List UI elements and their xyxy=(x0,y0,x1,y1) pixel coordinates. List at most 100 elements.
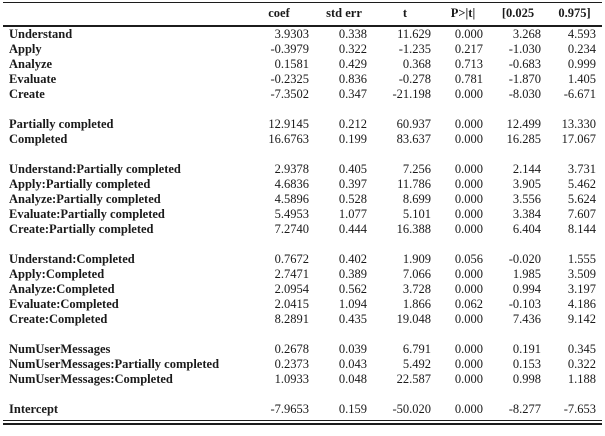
cell-value: -0.2325 xyxy=(270,72,309,86)
spacer-row xyxy=(3,147,602,162)
spacer-row xyxy=(3,327,602,342)
cell-value: 0.039 xyxy=(338,342,367,356)
cell-value: 9.142 xyxy=(567,312,596,326)
cell-value: 7.256 xyxy=(402,162,431,176)
cell-value: 17.067 xyxy=(561,132,596,146)
row-label: NumUserMessages:Partially completed xyxy=(9,357,220,371)
cell-value: 19.048 xyxy=(396,312,431,326)
cell-value: 1.985 xyxy=(512,267,541,281)
cell-value: 5.624 xyxy=(567,192,596,206)
cell-value: 0.338 xyxy=(338,27,367,41)
header-ci-lower: [0.025 xyxy=(501,6,535,20)
cell-value: 0.2373 xyxy=(274,357,309,371)
cell-value: -1.235 xyxy=(398,42,431,56)
cell-value: 1.866 xyxy=(402,297,431,311)
cell-value: 0.000 xyxy=(454,267,483,281)
cell-value: 0.043 xyxy=(338,357,367,371)
row-label: Evaluate:Completed xyxy=(9,297,119,311)
table-body: Understand 3.9303 0.338 11.629 0.000 3.268 4.5… xyxy=(3,26,602,417)
cell-value: 3.268 xyxy=(512,27,541,41)
cell-value: 0.781 xyxy=(454,72,483,86)
table-header: coef std err t P>|t| [0.025 0.975] xyxy=(3,3,602,27)
cell-value: 0.000 xyxy=(454,357,483,371)
cell-value: 0.000 xyxy=(454,132,483,146)
cell-value: 0.713 xyxy=(454,57,483,71)
table-row: Understand:Completed 0.7672 0.402 1.909 0.05… xyxy=(3,252,602,267)
cell-value: 5.4953 xyxy=(274,207,309,221)
table-row: Understand 3.9303 0.338 11.629 0.000 3.268 4.5… xyxy=(3,26,602,42)
cell-value: -8.277 xyxy=(508,402,541,416)
cell-value: 2.0415 xyxy=(274,297,309,311)
cell-value: 0.444 xyxy=(338,222,367,236)
cell-value: 0.000 xyxy=(454,342,483,356)
cell-value: 4.593 xyxy=(567,27,596,41)
cell-value: 0.528 xyxy=(338,192,367,206)
table-row: Intercept -7.9653 0.159 -50.020 0.000 -8.277 -… xyxy=(3,402,602,417)
cell-value: -7.9653 xyxy=(270,402,309,416)
regression-results-table: coef std err t P>|t| [0.025 0.975] Under… xyxy=(3,2,602,417)
cell-value: 5.101 xyxy=(402,207,431,221)
table-row: Evaluate -0.2325 0.836 -0.278 0.781 -1.870 1.4… xyxy=(3,72,602,87)
table-row: Apply:Completed 2.7471 0.389 7.066 0.000 1.98… xyxy=(3,267,602,282)
cell-value: -1.030 xyxy=(508,42,541,56)
row-label: Completed xyxy=(9,132,68,146)
cell-value: 0.322 xyxy=(567,357,596,371)
table-row: Completed 16.6763 0.199 83.637 0.000 16.285 17… xyxy=(3,132,602,147)
cell-value: 22.587 xyxy=(396,372,431,386)
cell-value: -7.653 xyxy=(563,402,596,416)
cell-value: 0.000 xyxy=(454,402,483,416)
cell-value: 7.436 xyxy=(512,312,541,326)
cell-value: 0.347 xyxy=(338,87,367,101)
cell-value: 0.000 xyxy=(454,192,483,206)
cell-value: 0.212 xyxy=(338,117,367,131)
cell-value: 6.404 xyxy=(512,222,541,236)
cell-value: 8.144 xyxy=(567,222,596,236)
header-t: t xyxy=(402,6,408,20)
cell-value: 0.217 xyxy=(454,42,483,56)
row-label: Create:Partially completed xyxy=(9,222,154,236)
cell-value: 16.388 xyxy=(396,222,431,236)
row-label: Partially completed xyxy=(9,117,114,131)
cell-value: -0.020 xyxy=(508,252,541,266)
cell-value: 0.7672 xyxy=(274,252,309,266)
cell-value: -6.671 xyxy=(563,87,596,101)
cell-value: 0.048 xyxy=(338,372,367,386)
cell-value: -21.198 xyxy=(392,87,431,101)
table-row: NumUserMessages:Partially completed 0.237… xyxy=(3,357,602,372)
cell-value: 16.285 xyxy=(506,132,541,146)
cell-value: 3.905 xyxy=(512,177,541,191)
cell-value: 0.389 xyxy=(338,267,367,281)
header-coef: coef xyxy=(268,6,290,20)
row-label: Analyze:Partially completed xyxy=(9,192,161,206)
cell-value: 1.094 xyxy=(338,297,367,311)
cell-value: 0.345 xyxy=(567,342,596,356)
cell-value: 4.5896 xyxy=(274,192,309,206)
cell-value: 0.562 xyxy=(338,282,367,296)
cell-value: 5.462 xyxy=(567,177,596,191)
cell-value: 0.2678 xyxy=(274,342,309,356)
bottom-double-rule xyxy=(3,420,602,425)
cell-value: 3.384 xyxy=(512,207,541,221)
cell-value: 0.234 xyxy=(567,42,596,56)
cell-value: 0.062 xyxy=(454,297,483,311)
cell-value: -0.103 xyxy=(508,297,541,311)
cell-value: 0.000 xyxy=(454,27,483,41)
table-row: Evaluate:Partially completed 5.4953 1.077 5… xyxy=(3,207,602,222)
cell-value: 2.7471 xyxy=(274,267,309,281)
row-label: Analyze xyxy=(9,57,53,71)
row-label: Understand:Partially completed xyxy=(9,162,181,176)
row-label: Evaluate:Partially completed xyxy=(9,207,165,221)
cell-value: 4.6836 xyxy=(274,177,309,191)
table-row: Understand:Partially completed 2.9378 0.40… xyxy=(3,162,602,177)
cell-value: 0.191 xyxy=(512,342,541,356)
header-ci-upper: 0.975] xyxy=(558,6,591,20)
header-variable-blank xyxy=(3,3,243,27)
cell-value: 0.000 xyxy=(454,207,483,221)
cell-value: 0.153 xyxy=(512,357,541,371)
cell-value: 1.0933 xyxy=(274,372,309,386)
cell-value: 8.699 xyxy=(402,192,431,206)
row-label: Apply:Completed xyxy=(9,267,105,281)
cell-value: 0.000 xyxy=(454,372,483,386)
cell-value: 0.199 xyxy=(338,132,367,146)
